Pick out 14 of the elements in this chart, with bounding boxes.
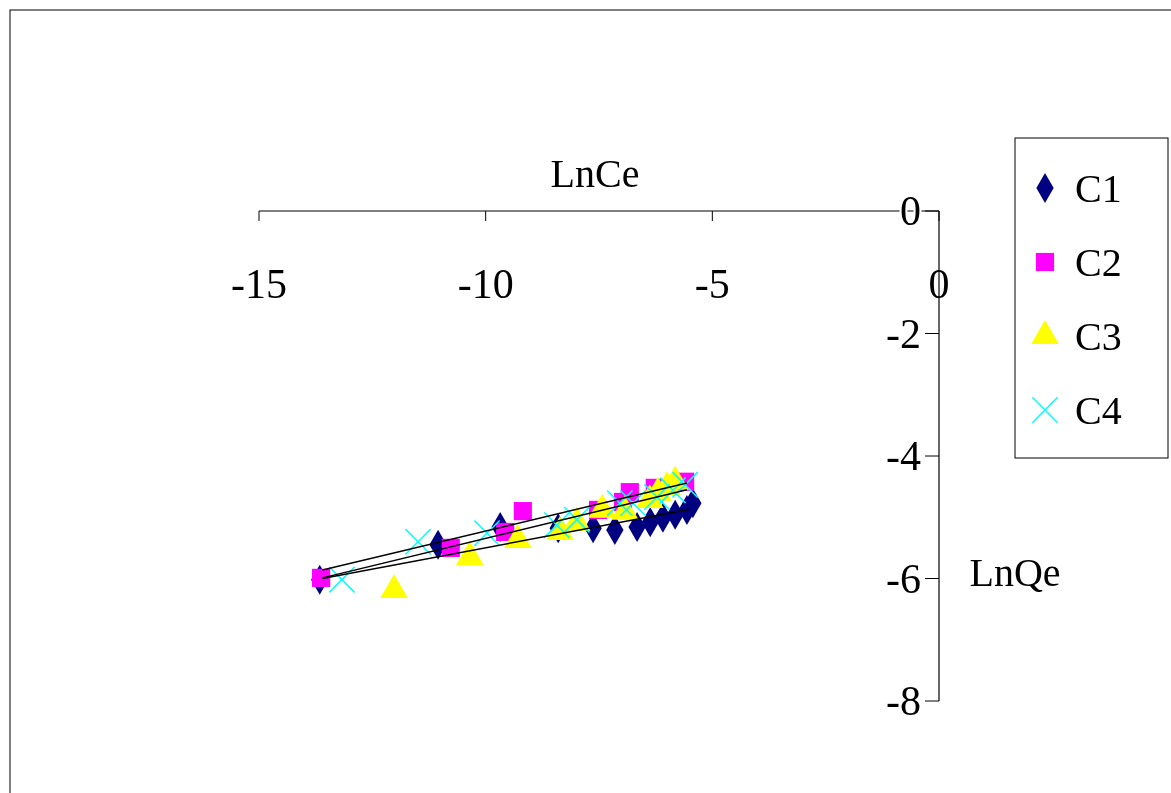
y-tick-label: -2 xyxy=(886,310,921,357)
y-tick-label: 0 xyxy=(900,188,921,234)
y-tick-label: -4 xyxy=(886,433,921,479)
x-tick-label: -15 xyxy=(231,261,287,307)
legend-label: C2 xyxy=(1075,240,1122,285)
y-tick-label: -6 xyxy=(886,555,921,602)
legend-label: C1 xyxy=(1075,166,1122,211)
y-axis-title: LnQe xyxy=(969,550,1061,595)
legend-label: C3 xyxy=(1075,314,1122,359)
legend-label: C4 xyxy=(1075,388,1122,433)
x-axis-title: LnCe xyxy=(550,151,640,196)
x-tick-label: -5 xyxy=(694,261,730,307)
x-tick-label: -10 xyxy=(457,261,514,307)
y-tick-label: -8 xyxy=(886,678,921,724)
